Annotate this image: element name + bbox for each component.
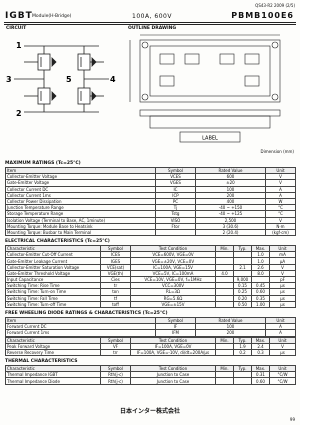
table-cell: Rth(j-c) <box>100 377 131 385</box>
spec-table: Item Symbol Rated Value Unit Forward Current… <box>5 316 296 337</box>
table-cell: (kgf·cm) <box>265 228 296 237</box>
table-body: Characteristic Symbol Test Condition Min. Ty… <box>5 245 296 308</box>
table-cell: IF=100A, VGE=-10V, di/dt=200A/μs <box>130 348 216 357</box>
terminal-label: 5 <box>66 75 72 84</box>
device-type: IGBT <box>5 11 33 21</box>
table-cell: trr <box>100 348 131 357</box>
datasheet-page: QS43-R2 2009 (2/5) IGBT Module(H-Bridge)… <box>4 3 296 422</box>
table-cell: 1.00 <box>251 300 270 308</box>
table-cell: μs <box>269 300 296 308</box>
table-row: Thermal Impedance Diode Rth(j-c) Junction … <box>5 377 296 385</box>
terminal-label: 2 <box>16 109 22 118</box>
table-cell <box>215 300 234 308</box>
table-cell <box>215 377 234 385</box>
section-title: MAXIMUM RATINGS (Tc=25°C) <box>5 161 81 166</box>
table-cell: Junction to Case <box>130 377 216 385</box>
outline-drawing: LABEL <box>129 34 281 143</box>
spec-table: Characteristic Symbol Test Condition Min. Ty… <box>5 336 296 357</box>
table-cell: 0.60 <box>251 377 270 385</box>
header-row: Item Symbol Rated Value Unit <box>5 166 296 175</box>
table-cell: 0.2 <box>233 348 252 357</box>
section-title: ELECTRICAL CHARACTERISTICS (Tc=25°C) <box>5 239 110 245</box>
table-row: Collector-Emitter Saturation Voltage VCE(… <box>5 263 296 271</box>
table-body: Item Symbol Rated Value Unit Forward Current… <box>5 316 296 337</box>
header-row: Characteristic Symbol Test Condition Min. Ty… <box>5 245 296 253</box>
device-rating: 100A, 600V <box>132 13 172 20</box>
table-row: Mounting Torque: Busbar to Main Terminal… <box>5 228 296 237</box>
tables: MAXIMUM RATINGS (Tc=25°C) Item Symbol Rated… <box>5 158 296 385</box>
terminal-label: 3 <box>6 75 12 84</box>
table-cell: 0.50 <box>233 300 252 308</box>
table-cell: 0.3 <box>251 348 270 357</box>
table-row: Switching Time: Turn-off Time toff VGE=±15… <box>5 300 296 308</box>
table-cell <box>233 377 252 385</box>
rule <box>4 22 296 23</box>
device-subtype: Module(H-Bridge) <box>32 14 72 19</box>
outline-label: OUTLINE DRAWING <box>128 26 177 31</box>
table-cell: toff <box>100 300 131 308</box>
table-cell: VGE=±15V <box>130 300 216 308</box>
table-cell: °C/W <box>269 377 296 385</box>
table-cell: Switching Time: Turn-off Time <box>5 300 101 308</box>
terminal-label: 4 <box>110 75 116 84</box>
table-cell: μs <box>269 348 296 357</box>
table-row: Reverse Recovery Time trr IF=100A, VGE=-10… <box>5 348 296 357</box>
table-cell: Thermal Impedance Diode <box>5 377 101 385</box>
dimension-note: Dimension (mm) <box>260 149 294 154</box>
section-title: THERMAL CHARACTERISTICS <box>5 359 78 365</box>
table-cell: IFM <box>155 329 196 337</box>
spec-table: Item Symbol Rated Value Unit Collector-Emitt… <box>5 166 296 237</box>
table-row: Forward Current 1ms IFM 200 A <box>5 329 296 337</box>
doc-code: QS43-R2 2009 (2/5) <box>255 3 295 8</box>
table-cell: Reverse Recovery Time <box>5 348 101 357</box>
table-cell: Forward Current 1ms <box>5 329 156 337</box>
table-cell <box>155 228 196 237</box>
table-cell: 200 <box>195 329 266 337</box>
terminal-label: 1 <box>16 41 22 50</box>
circuit-diagram: 1 2 3 4 5 <box>6 41 116 118</box>
table-body: Characteristic Symbol Test Condition Min. Ty… <box>5 365 296 385</box>
spec-table: Characteristic Symbol Test Condition Min. Ty… <box>5 245 296 308</box>
table-cell: Mounting Torque: Busbar to Main Terminal <box>5 228 156 237</box>
part-number: PBMB100E6 <box>231 11 294 20</box>
table-body: Characteristic Symbol Test Condition Min. Ty… <box>5 336 296 357</box>
table-cell <box>215 348 234 357</box>
table-body: Item Symbol Rated Value Unit Collector-Emitt… <box>5 166 296 237</box>
spec-table: Characteristic Symbol Test Condition Min. Ty… <box>5 365 296 385</box>
company-name: 日本インター株式会社 <box>119 408 180 415</box>
table-cell: 2 (20.4) <box>195 228 266 237</box>
page-number: 99 <box>289 417 295 422</box>
circuit-label: CIRCUIT <box>6 26 27 31</box>
label-marking: LABEL <box>202 136 218 142</box>
section-title: FREE WHEELING DIODE RATINGS & CHARACTERI… <box>5 310 168 316</box>
rule <box>4 23 296 25</box>
table-cell: A <box>265 329 296 337</box>
table-row: Collector-Emitter Cut-Off Current ICES VCE… <box>5 251 296 259</box>
